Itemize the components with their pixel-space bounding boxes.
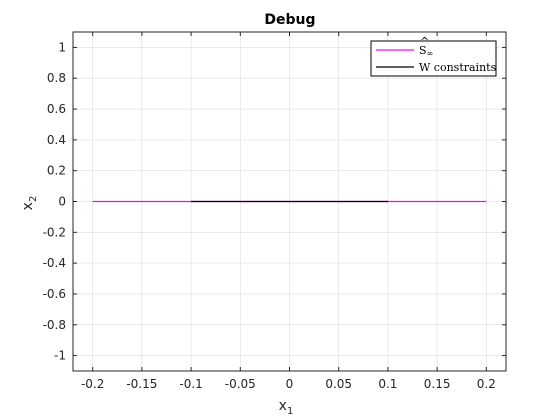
x-tick-label: 0 (286, 377, 294, 391)
y-tick-label: -0.4 (43, 256, 66, 270)
y-tick-label: -1 (54, 349, 66, 363)
legend: S∞ ^ W constraints (370, 35, 497, 77)
legend-label-s-infinity: S∞ (419, 44, 433, 58)
y-tick-label: 0.6 (47, 102, 66, 116)
y-tick-label: -0.6 (43, 287, 66, 301)
legend-accent-s-infinity: ^ (420, 35, 429, 48)
x-tick-label: -0.2 (81, 377, 104, 391)
chart-title: Debug (264, 12, 315, 28)
y-tick-label: -0.2 (43, 225, 66, 239)
x-tick-labels: -0.2 -0.15 -0.1 -0.05 0 0.05 0.1 0.15 0.2 (81, 377, 496, 391)
x-tick-label: 0.1 (378, 377, 397, 391)
y-tick-label: -0.8 (43, 318, 66, 332)
y-tick-label: 0 (58, 195, 66, 209)
axes-border (72, 31, 507, 372)
y-tick-labels: 1 0.8 0.6 0.4 0.2 0 -0.2 -0.4 -0.6 -0.8 -1 (43, 40, 66, 362)
y-tick-label: 1 (58, 40, 66, 54)
y-tick-label: 0.8 (47, 71, 66, 85)
x-tick-label: -0.1 (179, 377, 202, 391)
y-tick-label: 0.4 (47, 133, 66, 147)
x-axis-label: x1 (279, 398, 294, 417)
x-tick-label: -0.15 (126, 377, 157, 391)
grid-lines (73, 32, 506, 371)
legend-box (370, 40, 497, 77)
legend-label-w-constraints: W constraints (419, 61, 497, 74)
x-tick-label: 0.15 (424, 377, 451, 391)
plot-area (72, 31, 507, 372)
x-tick-label: 0.05 (325, 377, 352, 391)
x-tick-label: 0.2 (477, 377, 496, 391)
y-tick-label: 0.2 (47, 164, 66, 178)
y-axis-label: x2 (20, 196, 39, 211)
x-tick-label: -0.05 (225, 377, 256, 391)
